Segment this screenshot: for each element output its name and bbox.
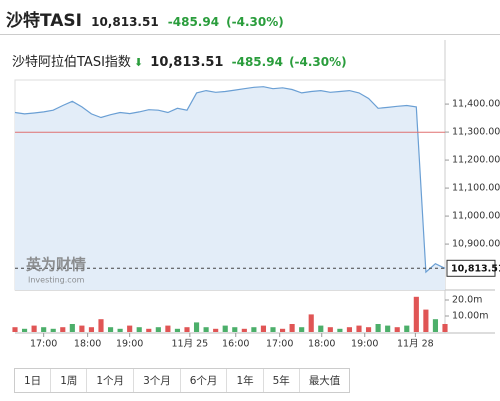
y-tick-label: 11,100.00 xyxy=(452,183,500,194)
volume-bar xyxy=(318,325,324,332)
volume-bar xyxy=(251,327,257,332)
y-tick-label: 11,200.00 xyxy=(452,155,500,166)
y-tick-label: 11,400.00 xyxy=(452,99,500,110)
range-button[interactable]: 1周 xyxy=(51,369,88,392)
volume-bar xyxy=(289,324,295,332)
volume-bar xyxy=(442,324,448,332)
separator xyxy=(0,34,500,35)
volume-bar xyxy=(327,327,333,332)
x-tick-label: 11月 28 xyxy=(397,339,434,350)
volume-bar xyxy=(174,328,181,332)
chart-title: 沙特阿拉伯TASI指数 xyxy=(12,55,131,70)
x-tick-label: 18:00 xyxy=(308,339,335,350)
volume-bar xyxy=(60,327,66,332)
volume-bar xyxy=(98,319,104,332)
volume-bar xyxy=(279,328,286,332)
volume-bar xyxy=(413,296,419,332)
volume-bar xyxy=(165,325,171,332)
header-change: -485.94 xyxy=(167,15,220,29)
y-tick-label: 11,300.00 xyxy=(452,127,500,138)
watermark-sub: Investing.com xyxy=(28,276,85,285)
volume-bar xyxy=(270,327,276,332)
volume-bar xyxy=(50,328,56,332)
volume-bar xyxy=(213,328,219,332)
area xyxy=(15,86,445,290)
volume-bar xyxy=(69,324,75,332)
volume-bar xyxy=(308,314,314,332)
volume-bar xyxy=(356,325,362,332)
range-button[interactable]: 5年 xyxy=(264,369,300,392)
volume-bar xyxy=(375,324,381,332)
down-arrow: ⬇ xyxy=(133,56,144,69)
volume-bar xyxy=(385,325,391,332)
range-button[interactable]: 最大值 xyxy=(308,375,341,387)
volume-bar xyxy=(31,325,37,332)
volume-bar xyxy=(404,325,410,332)
x-tick-label: 16:00 xyxy=(222,339,249,350)
x-tick-label: 19:00 xyxy=(116,339,143,350)
x-tick-label: 18:00 xyxy=(74,339,101,350)
header-price: 10,813.51 xyxy=(91,15,159,29)
header-change-pct: (-4.30%) xyxy=(226,15,284,29)
last-value-label: 10,813.51 xyxy=(451,263,500,274)
volume-bar xyxy=(222,325,228,332)
volume-bar xyxy=(203,327,209,332)
range-button[interactable]: 1日 xyxy=(15,369,52,392)
volume-bar xyxy=(136,327,142,332)
volume-tick-label: 10.00m xyxy=(452,311,488,322)
x-tick-label: 19:00 xyxy=(351,339,378,350)
watermark: 英为财情 xyxy=(26,256,86,274)
volume-bar xyxy=(260,325,267,332)
volume-bar xyxy=(241,328,247,332)
volume-bar xyxy=(184,327,190,332)
volume-bar xyxy=(193,322,200,332)
range-button[interactable]: 3个月 xyxy=(134,369,181,392)
last-value-box xyxy=(446,259,496,277)
volume-bar xyxy=(432,319,439,332)
volume-bar xyxy=(365,327,372,332)
y-tick-label: 10,900.00 xyxy=(452,239,500,250)
volume-bar xyxy=(346,327,353,332)
volume-bar xyxy=(79,325,85,332)
volume-bar xyxy=(337,328,343,332)
range-buttons: 1日 1周 1个月 3个月 6个月 1年 5年 最大值 xyxy=(14,368,351,393)
volume-bar xyxy=(21,328,28,332)
range-button[interactable]: 6个月 xyxy=(181,369,228,392)
volume-tick-label: 20.0m xyxy=(452,295,482,306)
chart-heading: 沙特阿拉伯TASI指数 ⬇ 10,813.51 -485.94 (-4.30%) xyxy=(12,51,347,70)
volume-bar xyxy=(232,327,238,332)
x-tick-label: 17:00 xyxy=(30,339,57,350)
volume-bar xyxy=(107,327,114,332)
chart-change-pct: (-4.30%) xyxy=(289,55,347,69)
volume-bar xyxy=(12,327,18,332)
x-tick-label: 17:00 xyxy=(266,339,293,350)
x-tick-label: 11月 25 xyxy=(172,339,209,350)
price-line xyxy=(14,86,446,274)
y-tick-label: 11,000.00 xyxy=(452,211,500,222)
volume-bar xyxy=(117,328,123,332)
chart-price: 10,813.51 xyxy=(150,55,224,70)
range-button[interactable]: 1年 xyxy=(227,369,264,392)
volume-bar xyxy=(155,327,161,332)
header: 沙特TASI 10,813.51 -485.94 (-4.30%) xyxy=(6,6,284,31)
chart-change: -485.94 xyxy=(231,55,283,69)
header-title: 沙特TASI xyxy=(6,11,83,31)
volume-bar xyxy=(394,327,400,332)
volume-bar xyxy=(41,327,47,332)
volume-bar xyxy=(88,327,95,332)
volume-bar xyxy=(127,325,133,332)
volume-bar xyxy=(423,309,429,332)
volume-bar xyxy=(146,328,152,332)
volume-bar xyxy=(299,327,305,332)
range-button[interactable]: 1个月 xyxy=(87,369,135,392)
